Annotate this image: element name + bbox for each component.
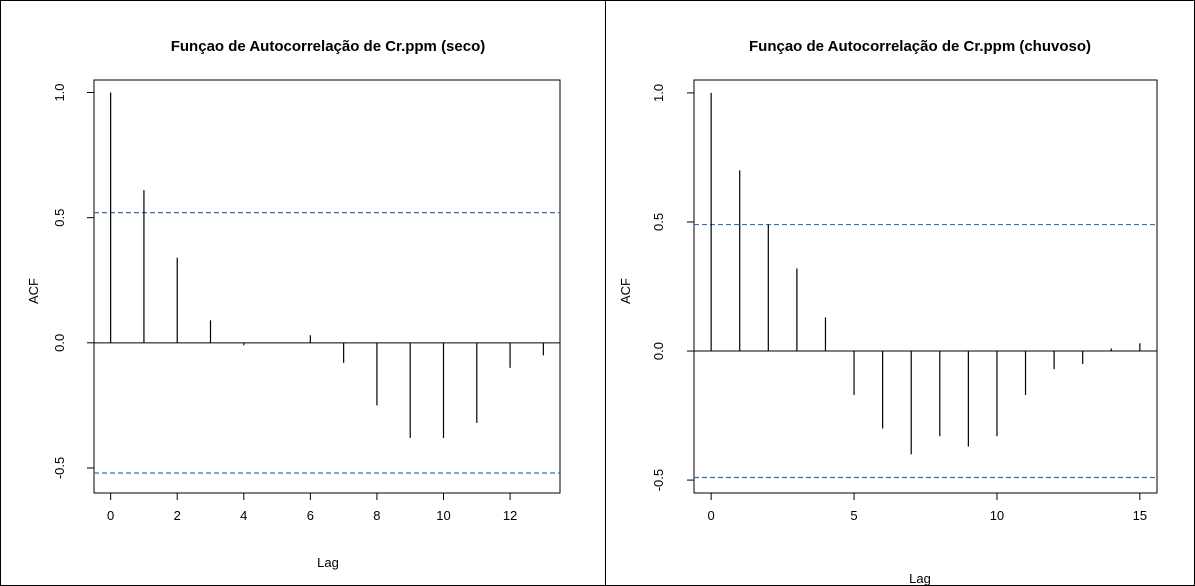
x-tick-label: 8	[373, 508, 380, 523]
x-tick-label: 0	[107, 508, 114, 523]
y-tick-label: 0.0	[52, 334, 67, 352]
y-tick-label: 0.5	[52, 209, 67, 227]
y-tick-label: -0.5	[52, 457, 67, 479]
x-tick-label: 5	[850, 508, 857, 523]
x-tick-label: 10	[990, 508, 1004, 523]
y-axis-label: ACF	[618, 278, 633, 304]
x-tick-label: 0	[708, 508, 715, 523]
plot-marks: 0 5 10 15 -0.5 0.0 0.5 1.0	[651, 79, 1158, 523]
plot-frame	[93, 79, 561, 494]
acf-panel-chuvoso: Funçao de Autocorrelação de Cr.ppm (chuv…	[618, 38, 1158, 586]
x-tick-label: 4	[240, 508, 247, 523]
plot-marks: 0 2 4 6 8 10 12 -0.5 0.0 0.5 1.0	[52, 79, 561, 523]
plot-frame	[693, 79, 1158, 494]
x-tick-label: 10	[436, 508, 450, 523]
acf-panel-seco: Funçao de Autocorrelação de Cr.ppm (seco…	[26, 38, 561, 570]
x-axis-label: Lag	[909, 571, 931, 586]
x-tick-label: 12	[503, 508, 517, 523]
x-tick-label: 2	[174, 508, 181, 523]
x-axis-label: Lag	[317, 555, 339, 570]
y-tick-label: -0.5	[651, 469, 666, 491]
y-tick-label: 1.0	[651, 84, 666, 102]
y-axis-label: ACF	[26, 278, 41, 304]
y-tick-label: 0.0	[651, 342, 666, 360]
y-tick-label: 1.0	[52, 83, 67, 101]
chart-title: Funçao de Autocorrelação de Cr.ppm (chuv…	[749, 38, 1091, 55]
chart-title: Funçao de Autocorrelação de Cr.ppm (seco…	[171, 38, 486, 55]
x-tick-label: 15	[1133, 508, 1147, 523]
x-tick-label: 6	[307, 508, 314, 523]
y-tick-label: 0.5	[651, 213, 666, 231]
